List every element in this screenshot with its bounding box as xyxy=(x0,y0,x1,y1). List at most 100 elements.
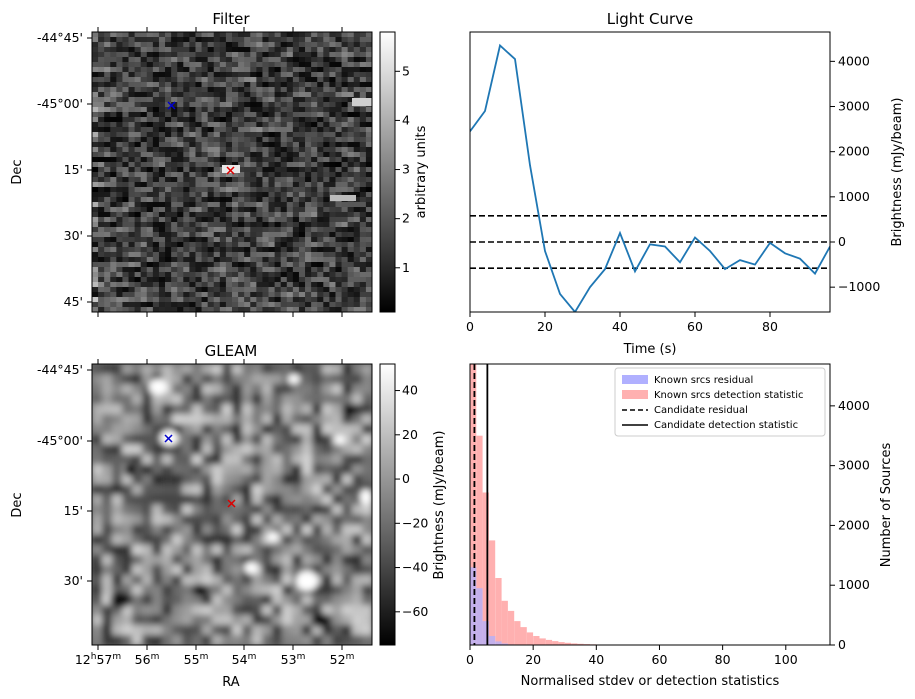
gleam-title: GLEAM xyxy=(205,342,258,360)
residual-bar xyxy=(501,643,508,645)
histogram-x-ticks: 0 20 40 60 80 100 xyxy=(466,645,798,667)
y-tick-label: 0 xyxy=(838,637,846,652)
x-tick-label: 54m xyxy=(232,652,257,667)
gleam-reference-marker xyxy=(164,434,173,443)
detection-bar xyxy=(488,540,496,645)
x-tick-label: 80 xyxy=(762,319,778,334)
legend-box xyxy=(614,367,826,437)
y-tick-label: -45°00' xyxy=(37,96,83,111)
detection-bar xyxy=(495,578,502,645)
legend-label-candidate-detection: Candidate detection statistic xyxy=(654,420,798,431)
gleam-panel: GLEAM -44°45' -45°00' 15' 30' 12h57m 56m 55m 54… xyxy=(10,342,428,690)
colorbar-tick-label: 1 xyxy=(402,260,410,275)
detection-bar xyxy=(482,492,489,645)
detection-bar xyxy=(545,639,553,645)
y-tick-label: 4000 xyxy=(838,398,870,413)
histogram-left-label: Brightness (mJy/beam) xyxy=(432,431,447,580)
detection-bar xyxy=(564,642,571,645)
gleam-candidate-marker xyxy=(227,499,236,508)
lightcurve-xlabel: Time (s) xyxy=(623,342,677,357)
x-tick-label: 52m xyxy=(330,652,355,667)
filter-colorbar-ticks: 1 2 3 4 5 xyxy=(395,63,410,275)
x-tick-label: 60 xyxy=(687,319,703,334)
filter-colorbar-label: arbitrary units xyxy=(414,125,429,218)
legend-label-candidate-residual: Candidate residual xyxy=(654,405,748,416)
histogram-panel: Brightness (mJy/beam) 0 20 40 60 80 100 0 1000… xyxy=(432,363,894,689)
gleam-ticks: -44°45' -45°00' 15' 30' 12h57m 56m 55m 54m 53m 52… xyxy=(37,359,354,667)
x-tick-label: 56m xyxy=(135,652,160,667)
lightcurve-panel: Light Curve 0 20 40 60 80 −1000 0 1000 2000 3000… xyxy=(466,10,905,357)
lightcurve-x-ticks: 0 20 40 60 80 xyxy=(466,312,778,334)
filter-image xyxy=(92,32,372,312)
x-tick-label: 40 xyxy=(612,319,628,334)
detection-bar xyxy=(533,636,540,645)
gleam-colorbar xyxy=(379,363,396,646)
legend-label-residual: Known srcs residual xyxy=(654,375,753,386)
filter-ylabel: Dec xyxy=(10,159,25,184)
legend-swatch-residual xyxy=(622,375,648,384)
detection-bar xyxy=(501,600,508,645)
detection-bar xyxy=(507,610,515,645)
y-tick-label: 0 xyxy=(838,234,846,249)
y-tick-label: 30' xyxy=(64,228,83,243)
histogram-frame xyxy=(469,363,831,646)
colorbar-tick-label: 4 xyxy=(402,112,410,127)
x-tick-label: 40 xyxy=(588,652,604,667)
filter-colorbar xyxy=(379,31,396,313)
gleam-image xyxy=(92,364,372,645)
detection-bar xyxy=(577,643,584,645)
lightcurve-frame xyxy=(469,31,831,313)
lightcurve-plot-area xyxy=(470,32,830,312)
filter-reference-marker xyxy=(167,101,176,110)
y-tick-label: 1000 xyxy=(838,577,870,592)
detection-bar xyxy=(558,642,565,645)
colorbar-tick-label: 20 xyxy=(402,427,418,442)
detection-bar xyxy=(514,621,521,645)
y-tick-label: 45' xyxy=(64,294,83,309)
detection-bar xyxy=(470,364,477,645)
residual-bar xyxy=(476,588,483,645)
histogram-bars xyxy=(470,364,811,645)
y-tick-label: -44°45' xyxy=(37,30,83,45)
filter-panel: Filter -44°45' -45°00' 15' 30' 45' Dec 1 2 3 4 5… xyxy=(10,10,429,317)
colorbar-tick-label: 0 xyxy=(402,471,410,486)
histogram-candidate-lines xyxy=(473,364,489,645)
colorbar-tick-label: −60 xyxy=(402,604,428,619)
x-tick-label: 80 xyxy=(715,652,731,667)
lightcurve-ylabel: Brightness (mJy/beam) xyxy=(890,98,905,247)
colorbar-tick-label: 2 xyxy=(402,211,410,226)
y-tick-label: 3000 xyxy=(838,458,870,473)
colorbar-tick-label: −40 xyxy=(402,560,428,575)
x-tick-label: 55m xyxy=(184,652,209,667)
legend-swatch-detection xyxy=(622,390,648,399)
residual-bar xyxy=(470,567,477,645)
x-tick-label: 20 xyxy=(537,319,553,334)
y-tick-label: 15' xyxy=(64,162,83,177)
histogram-y-ticks: 0 1000 2000 3000 4000 xyxy=(830,398,870,652)
residual-bar xyxy=(495,641,502,645)
lightcurve-series-line xyxy=(470,43,830,312)
x-tick-label: 20 xyxy=(525,652,541,667)
gleam-ylabel: Dec xyxy=(10,492,25,517)
y-tick-label: 1000 xyxy=(838,189,870,204)
gleam-frame xyxy=(91,363,373,646)
detection-bar xyxy=(526,632,534,645)
y-tick-label: -45°00' xyxy=(37,433,83,448)
y-tick-label: 4000 xyxy=(838,53,870,68)
residual-bar xyxy=(482,621,489,645)
filter-candidate-marker xyxy=(226,166,235,175)
detection-bar xyxy=(520,627,527,645)
colorbar-tick-label: −20 xyxy=(402,515,428,530)
detection-bar xyxy=(476,435,483,645)
gleam-colorbar-ticks: −60 −40 −20 0 20 40 xyxy=(395,383,428,619)
y-tick-label: 30' xyxy=(64,573,83,588)
lightcurve-y-ticks: −1000 0 1000 2000 3000 4000 xyxy=(830,53,880,294)
residual-bar xyxy=(488,636,496,645)
gleam-xlabel: RA xyxy=(222,675,240,690)
filter-title: Filter xyxy=(212,10,250,28)
histogram-legend: Known srcs residual Known srcs detection… xyxy=(614,367,826,437)
y-tick-label: 3000 xyxy=(838,99,870,114)
filter-ticks: -44°45' -45°00' 15' 30' 45' xyxy=(37,27,343,317)
colorbar-tick-label: 5 xyxy=(402,63,410,78)
x-tick-label: 60 xyxy=(652,652,668,667)
